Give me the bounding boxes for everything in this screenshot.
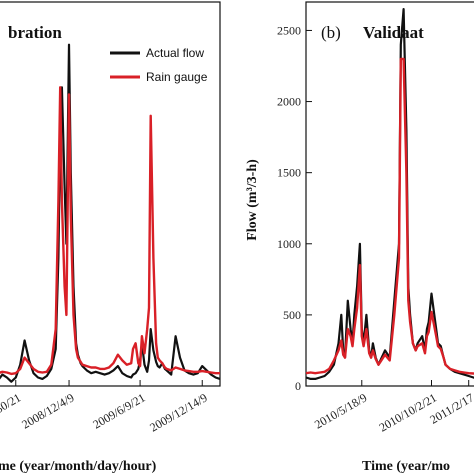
plot-frame-validation — [305, 1, 474, 387]
y-ticks-validation: 0 500 1000 1500 2000 2500 — [277, 23, 312, 393]
x-axis-title-validation: Time (year/mo — [362, 459, 450, 474]
series-line-actual-flow-validation — [305, 8, 474, 380]
x-tick-label-calibration: 2009/6/9/21 — [90, 390, 147, 431]
x-tick-label-validation: 2010/5/18/9 — [312, 390, 369, 431]
y-tick-label-validation: 2500 — [277, 23, 301, 37]
x-tick-label-calibration: 30/21 — [0, 390, 23, 416]
plot-frame-calibration — [0, 1, 221, 387]
x-tick-label-calibration: 2009/12/14/9 — [147, 390, 209, 434]
panel-letter-b: (b) — [321, 23, 341, 42]
series-line-actual-flow-calibration — [0, 43, 221, 383]
series-group-calibration — [0, 43, 221, 383]
series-line-rain-gauge-calibration — [0, 86, 220, 376]
x-tick-label-calibration: 2008/12/4/9 — [19, 390, 76, 431]
legend: Actual flow Rain gauge — [110, 46, 208, 84]
y-tick-label-validation: 0 — [295, 379, 301, 393]
y-tick-label-validation: 1000 — [277, 237, 301, 251]
series-line-rain-gauge-validation — [305, 57, 474, 375]
panel-title-validation: Validaat — [363, 23, 424, 42]
y-axis-title-validation: Flow (m³/3-h) — [245, 159, 260, 241]
y-tick-label-validation: 1500 — [277, 166, 301, 180]
legend-label-rain-gauge: Rain gauge — [146, 70, 208, 84]
series-group-validation — [305, 8, 474, 380]
x-axis-title-calibration: me (year/month/day/hour) — [0, 459, 157, 474]
panel-title-calibration: bration — [8, 23, 62, 42]
y-tick-label-validation: 500 — [283, 308, 301, 322]
y-tick-label-validation: 2000 — [277, 95, 301, 109]
panel-validation: 0 500 1000 1500 2000 2500 2010/5/18/9 2010/10/… — [245, 1, 474, 474]
legend-label-actual-flow: Actual flow — [146, 46, 204, 60]
